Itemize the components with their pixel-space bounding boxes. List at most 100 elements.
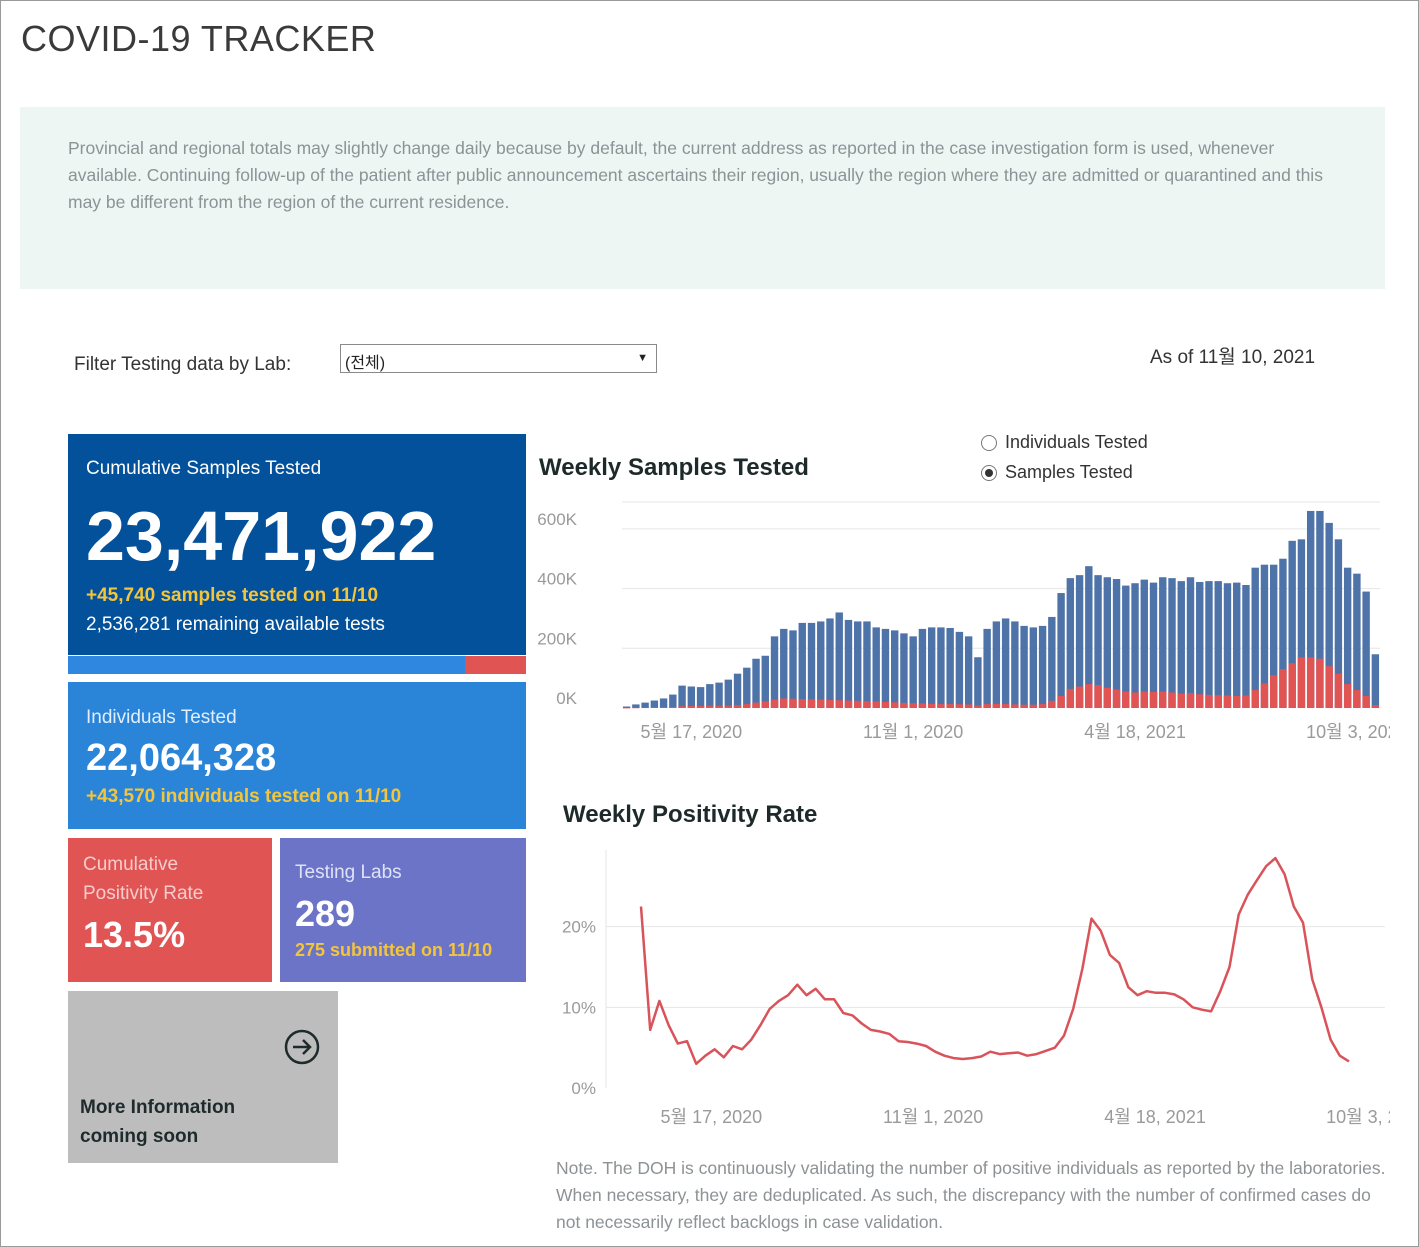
samples-bar xyxy=(780,628,788,708)
samples-bar xyxy=(1038,625,1047,708)
positive-bar xyxy=(1075,686,1084,708)
samples-bar xyxy=(715,682,723,708)
samples-bar xyxy=(1159,577,1167,708)
radio-samples-label: Samples Tested xyxy=(1005,462,1133,482)
more-information-tile[interactable]: More Information coming soon xyxy=(68,991,338,1163)
samples-bar xyxy=(770,636,779,708)
samples-bar xyxy=(946,627,954,708)
positivity-line xyxy=(639,856,1350,1066)
positive-bar xyxy=(1233,696,1241,708)
samples-bar xyxy=(1260,564,1269,708)
samples-bar xyxy=(918,628,927,708)
positivity-label-line1: Cumulative xyxy=(83,854,179,875)
positive-bar xyxy=(789,698,797,708)
positive-bar xyxy=(872,701,880,708)
more-info-line1: More Information xyxy=(80,1097,236,1118)
positive-bar xyxy=(1316,658,1324,708)
individuals-tested-value: 22,064,328 xyxy=(86,737,277,779)
samples-bar xyxy=(1011,621,1019,708)
samples-bar xyxy=(900,633,908,708)
radio-selected-icon xyxy=(981,464,997,481)
positive-bar xyxy=(1066,688,1075,708)
positive-bar xyxy=(1011,704,1019,708)
dropdown-arrow-icon: ▼ xyxy=(637,352,648,364)
positive-bar xyxy=(1057,696,1065,708)
positive-bar xyxy=(659,707,668,708)
remaining-tests: 2,536,281 remaining available tests xyxy=(86,614,385,635)
y-tick-label: 200K xyxy=(537,629,577,648)
positive-bar xyxy=(770,699,779,708)
individuals-tested-label: Individuals Tested xyxy=(86,707,237,728)
samples-bar xyxy=(659,698,668,708)
positive-bar xyxy=(1214,695,1222,708)
y-tick-label: 10% xyxy=(562,998,596,1017)
samples-bar xyxy=(743,667,751,708)
cumulative-samples-tile: Cumulative Samples Tested 23,471,922 +45… xyxy=(68,434,526,655)
positive-bar xyxy=(1362,696,1370,708)
samples-bar xyxy=(1112,579,1121,708)
positive-bar xyxy=(678,706,686,708)
positive-bar xyxy=(632,707,640,709)
samples-bar xyxy=(733,673,742,708)
positive-bar xyxy=(1223,695,1232,708)
radio-individuals-tested[interactable]: Individuals Tested xyxy=(981,432,1148,453)
samples-bar xyxy=(1297,539,1306,708)
samples-bar xyxy=(1103,577,1112,708)
positive-bar xyxy=(955,704,964,708)
samples-bar xyxy=(622,706,631,708)
positive-bar xyxy=(622,707,631,709)
positive-bar xyxy=(854,700,862,708)
samples-bar xyxy=(1168,578,1176,708)
lab-filter-value: (전체) xyxy=(345,355,386,372)
cumulative-samples-delta: +45,740 samples tested on 11/10 xyxy=(86,585,379,606)
positive-bar xyxy=(937,704,945,708)
testing-labs-label: Testing Labs xyxy=(295,862,402,883)
x-tick-label: 10월 3, 2021 xyxy=(1326,1107,1390,1127)
notice-panel: Provincial and regional totals may sligh… xyxy=(20,107,1385,289)
samples-bar xyxy=(1020,625,1028,708)
positive-bar xyxy=(669,706,677,708)
radio-samples-tested[interactable]: Samples Tested xyxy=(981,462,1133,483)
positive-bar xyxy=(1251,690,1259,708)
positive-bar xyxy=(1196,694,1204,708)
testing-labs-value: 289 xyxy=(295,893,356,934)
samples-bar xyxy=(854,621,862,708)
positive-bar xyxy=(817,699,825,708)
more-info-line2: coming soon xyxy=(80,1126,199,1147)
positive-bar xyxy=(1288,663,1296,708)
arrow-right-circle-icon[interactable] xyxy=(284,1029,320,1065)
y-tick-label: 400K xyxy=(537,570,577,589)
samples-bar xyxy=(1048,616,1056,708)
samples-bar xyxy=(1214,581,1222,708)
weekly-samples-chart: 600K 400K 200K 0K 5월 17, 2020 11월 1, 2020 4월 1… xyxy=(537,501,1390,742)
samples-bar xyxy=(1186,577,1195,708)
samples-bar xyxy=(696,687,705,708)
positive-bar xyxy=(1353,690,1361,708)
positive-bar xyxy=(900,702,908,708)
positive-bar xyxy=(1205,694,1213,708)
samples-bar xyxy=(678,685,686,708)
notice-text: Provincial and regional totals may sligh… xyxy=(68,138,1323,212)
samples-bar xyxy=(1325,522,1333,708)
positive-bar xyxy=(696,705,705,708)
x-tick-label: 10월 3, 2021 xyxy=(1306,722,1390,742)
positive-bar xyxy=(1048,700,1056,708)
samples-bar xyxy=(955,631,964,708)
positive-bar xyxy=(826,699,834,708)
samples-bar xyxy=(992,621,1001,708)
positive-bar xyxy=(1131,692,1139,708)
testing-labs-tile: Testing Labs 289 275 submitted on 11/10 xyxy=(280,838,526,982)
positive-bar xyxy=(1306,657,1315,708)
positive-bar xyxy=(715,705,723,708)
positive-bar xyxy=(1149,691,1158,708)
positive-bar xyxy=(1325,666,1333,708)
positive-bar xyxy=(761,701,769,708)
positive-bar xyxy=(964,704,973,708)
samples-bar xyxy=(1242,584,1250,708)
lab-filter-dropdown[interactable]: (전체) ▼ xyxy=(340,344,657,373)
y-tick-label: 20% xyxy=(562,918,596,937)
samples-bar xyxy=(1131,583,1139,708)
samples-bar xyxy=(881,628,890,708)
samples-bar xyxy=(1140,579,1148,708)
positive-bar xyxy=(1122,691,1130,708)
